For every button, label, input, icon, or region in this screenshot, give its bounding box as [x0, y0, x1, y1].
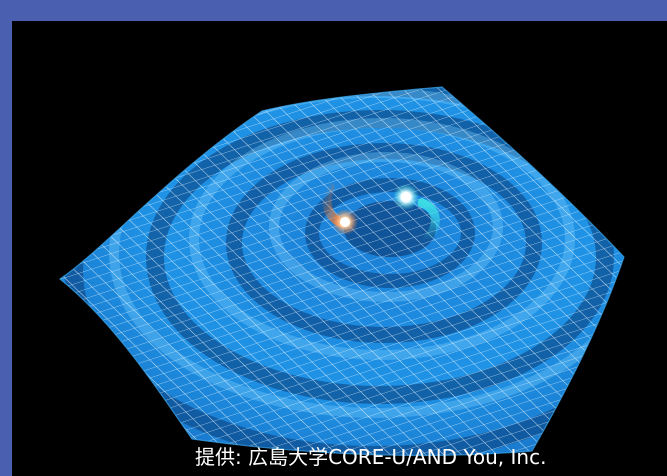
cyan-star-trail [417, 198, 440, 246]
sheet-edge [58, 86, 625, 457]
orange-star [332, 209, 358, 235]
gravitational-wave-illustration [12, 21, 667, 476]
cyan-star [393, 184, 419, 210]
photo-frame: 提供: 広島大学CORE-U/AND You, Inc. [12, 21, 667, 476]
image-credit: 提供: 広島大学CORE-U/AND You, Inc. [195, 445, 547, 469]
